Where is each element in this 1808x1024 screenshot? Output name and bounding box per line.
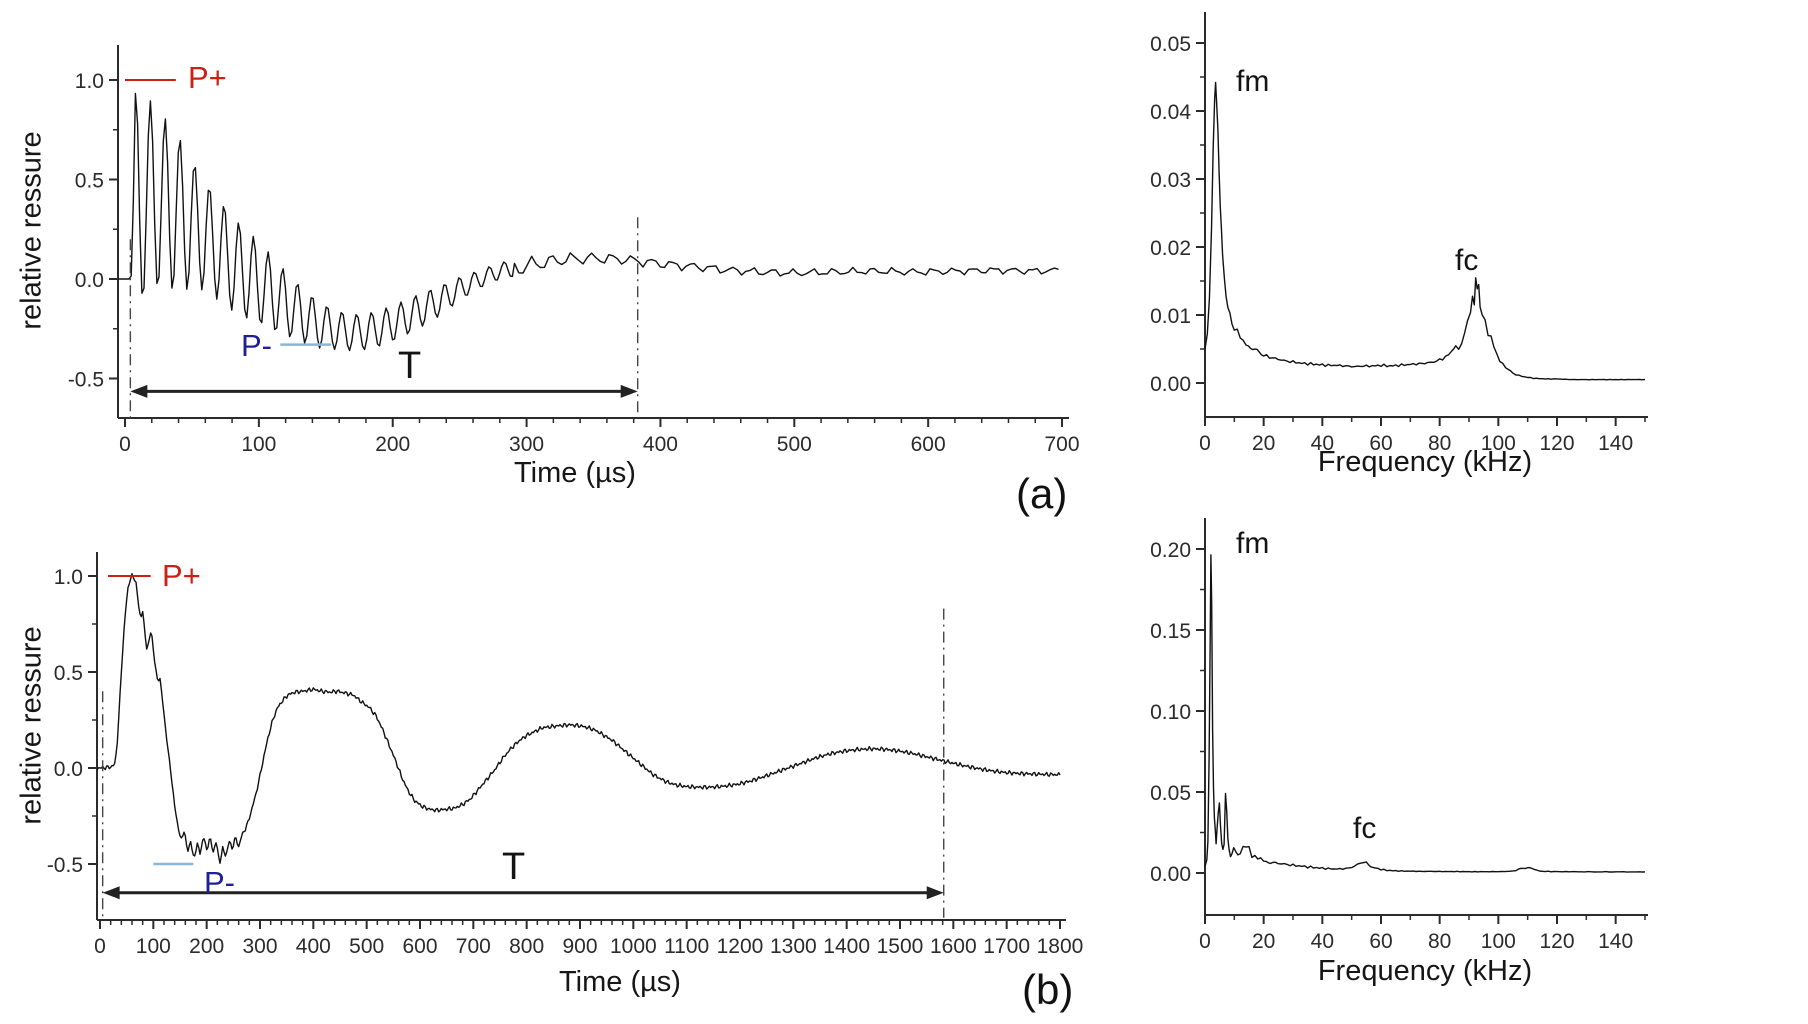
time-b-x-tick-label: 600	[402, 935, 437, 958]
time-b-x-tick-label: 1800	[1037, 935, 1084, 958]
freq-a-y-tick-label: 0.03	[1150, 169, 1191, 192]
time-a-y-tick-label: 1.0	[75, 70, 104, 93]
p-minus-annotation-b: P-	[204, 865, 235, 900]
time-b-x-tick-label: 300	[242, 935, 277, 958]
freq-b-x-tick-label: 0	[1199, 930, 1211, 953]
y-axis-label-a: relative ressure	[15, 131, 48, 330]
time-a-x-tick-label: 200	[375, 433, 410, 456]
time-b-x-tick-label: 200	[189, 935, 224, 958]
freq-b-y-tick-label: 0.15	[1150, 620, 1191, 643]
time-b-x-tick-label: 1200	[717, 935, 764, 958]
t-duration-annotation-a: T	[398, 345, 422, 387]
panel-letter-b: (b)	[1022, 966, 1074, 1013]
freq-b-y-tick-label: 0.10	[1150, 701, 1191, 724]
x-axis-label-time-b: Time (µs)	[559, 966, 681, 998]
time-a-y-tick-label: 0.5	[75, 170, 104, 193]
freq-a-x-tick-label: 0	[1199, 432, 1211, 455]
time-b-y-tick-label: 1.0	[54, 566, 83, 589]
time-b-x-tick-label: 1100	[664, 935, 709, 958]
time-b-x-tick-label: 100	[136, 935, 171, 958]
freq-a-y-tick-label: 0.04	[1150, 101, 1191, 124]
fm-peak-label-b: fm	[1236, 527, 1270, 560]
freq-b-x-tick-label: 20	[1252, 930, 1275, 953]
p-plus-annotation-b: P+	[162, 558, 201, 593]
time-a-x-tick-label: 300	[509, 433, 544, 456]
freq-a-y-tick-label: 0.00	[1150, 373, 1191, 396]
time-a-x-tick-label: 700	[1044, 433, 1079, 456]
freq-a-spectrum	[1204, 81, 1646, 381]
freq-a-x-tick-label: 120	[1539, 432, 1574, 455]
p-plus-annotation-a: P+	[188, 60, 227, 95]
freq-b-y-tick-label: 0.00	[1150, 863, 1191, 886]
p-minus-annotation-a: P-	[241, 328, 272, 363]
time-b-x-tick-label: 0	[94, 935, 106, 958]
freq-b-y-tick-label: 0.20	[1150, 539, 1191, 562]
time-b-y-tick-label: 0.5	[54, 662, 83, 685]
t-duration-annotation-b: T	[502, 846, 526, 888]
freq-b-x-tick-label: 100	[1481, 930, 1516, 953]
time-a-waveform	[118, 92, 1059, 352]
freq-b-x-tick-label: 120	[1539, 930, 1574, 953]
freq-a-x-tick-label: 60	[1369, 432, 1392, 455]
time-b-x-tick-label: 400	[296, 935, 331, 958]
freq-a-x-tick-label: 40	[1311, 432, 1334, 455]
x-axis-label-freq-a: Frequency (kHz)	[1317, 446, 1533, 478]
time-b-T-arrow-head-left	[102, 886, 120, 900]
freq-a-x-tick-label: 140	[1598, 432, 1633, 455]
freq-a-y-tick-label: 0.05	[1150, 33, 1191, 56]
time-b-x-tick-label: 1400	[823, 935, 870, 958]
freq-a-x-tick-label: 80	[1428, 432, 1451, 455]
panel-letter-a: (a)	[1016, 470, 1068, 517]
time-b-x-tick-label: 1600	[930, 935, 977, 958]
time-b-x-tick-label: 1300	[770, 935, 817, 958]
y-axis-label-b: relative ressure	[15, 626, 48, 825]
time-b-y-tick-label: -0.5	[47, 854, 83, 877]
fm-peak-label-a: fm	[1236, 65, 1270, 98]
time-b-x-tick-label: 500	[349, 935, 384, 958]
freq-b-spectrum	[1204, 554, 1646, 873]
time-b-x-tick-label: 1000	[610, 935, 657, 958]
time-a-x-tick-label: 400	[643, 433, 678, 456]
time-b-waveform	[96, 573, 1061, 864]
freq-a-y-tick-label: 0.01	[1150, 305, 1191, 328]
freq-b-x-tick-label: 40	[1311, 930, 1334, 953]
freq-b-x-tick-label: 140	[1598, 930, 1633, 953]
time-b-x-tick-label: 700	[456, 935, 491, 958]
time-b-y-tick-label: 0.0	[54, 758, 83, 781]
freq-b-x-tick-label: 80	[1428, 930, 1451, 953]
time-a-x-tick-label: 0	[119, 433, 131, 456]
freq-a-y-tick-label: 0.02	[1150, 237, 1191, 260]
time-a-y-tick-label: -0.5	[68, 369, 104, 392]
freq-b-x-tick-label: 60	[1369, 930, 1392, 953]
time-a-T-arrow-head-left	[130, 384, 148, 398]
time-a-x-tick-label: 600	[911, 433, 946, 456]
x-axis-label-freq-b: Frequency (kHz)	[1317, 955, 1533, 987]
fc-peak-label-a: fc	[1455, 244, 1479, 277]
time-b-x-tick-label: 800	[509, 935, 544, 958]
time-a-y-tick-label: 0.0	[75, 269, 104, 292]
time-a-x-tick-label: 500	[777, 433, 812, 456]
time-b-x-tick-label: 1700	[983, 935, 1030, 958]
time-b-x-tick-label: 900	[562, 935, 597, 958]
time-a-T-arrow-head-right	[620, 384, 638, 398]
x-axis-label-time-a: Time (µs)	[514, 457, 636, 489]
fc-peak-label-b: fc	[1353, 812, 1377, 845]
time-a-x-tick-label: 100	[241, 433, 276, 456]
freq-b-y-tick-label: 0.05	[1150, 782, 1191, 805]
freq-a-x-tick-label: 20	[1252, 432, 1275, 455]
time-b-x-tick-label: 1500	[877, 935, 924, 958]
time-b-T-arrow-head-right	[926, 886, 944, 900]
freq-a-x-tick-label: 100	[1481, 432, 1516, 455]
